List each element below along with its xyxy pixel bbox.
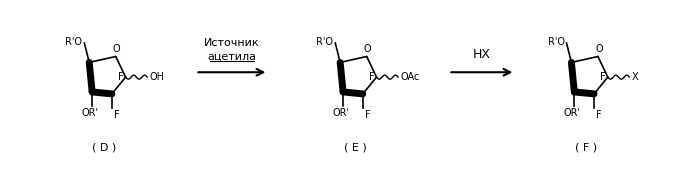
Text: F: F xyxy=(596,110,602,120)
Text: F: F xyxy=(114,110,119,120)
Text: F: F xyxy=(365,110,371,120)
Text: ацетила: ацетила xyxy=(207,52,256,61)
Text: R'O: R'O xyxy=(316,37,333,47)
Text: F: F xyxy=(118,72,124,82)
Text: OR': OR' xyxy=(333,108,350,118)
Text: O: O xyxy=(364,44,371,54)
Text: R'O: R'O xyxy=(547,37,565,47)
Text: OH: OH xyxy=(149,72,164,82)
Text: ( E ): ( E ) xyxy=(343,142,366,152)
Text: X: X xyxy=(632,72,638,82)
Text: F: F xyxy=(600,72,606,82)
Text: ( D ): ( D ) xyxy=(92,142,116,152)
Text: OR': OR' xyxy=(564,108,581,118)
Text: O: O xyxy=(113,44,121,54)
Text: OR': OR' xyxy=(82,108,98,118)
Text: OAc: OAc xyxy=(400,72,419,82)
Text: F: F xyxy=(369,72,374,82)
Text: HX: HX xyxy=(473,48,491,61)
Text: R'O: R'O xyxy=(66,37,82,47)
Text: O: O xyxy=(595,44,603,54)
Text: ( F ): ( F ) xyxy=(575,142,597,152)
Text: Источник: Источник xyxy=(204,38,260,48)
